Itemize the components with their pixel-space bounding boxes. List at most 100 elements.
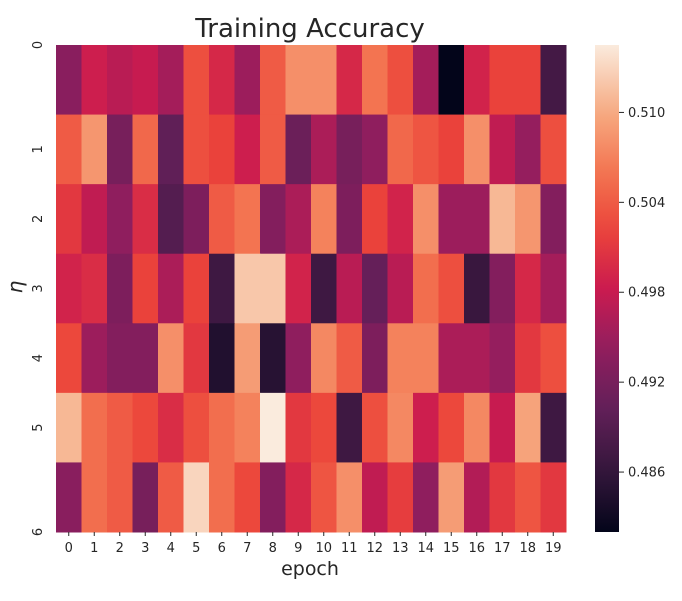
heatmap-cell	[515, 392, 541, 463]
heatmap-cell	[260, 323, 286, 394]
heatmap-cell	[56, 323, 82, 394]
heatmap-cell	[234, 114, 261, 185]
heatmap-cell	[362, 45, 388, 116]
y-axis-label: η	[3, 280, 27, 293]
heatmap-cell	[362, 392, 388, 463]
heatmap-cell	[438, 253, 465, 324]
heatmap-cell	[336, 323, 363, 394]
heatmap-cell	[336, 114, 363, 185]
x-tick-label: 17	[494, 541, 511, 556]
heatmap-cell	[387, 45, 414, 116]
heatmap-cell	[464, 253, 490, 324]
heatmap-cell	[107, 323, 133, 394]
heatmap-cell	[260, 114, 286, 185]
heatmap-cell	[438, 184, 465, 255]
heatmap-cell	[132, 392, 159, 463]
heatmap-cell	[515, 323, 541, 394]
x-tick-label: 9	[294, 541, 302, 556]
heatmap-cell	[362, 462, 388, 533]
heatmap-cell	[183, 323, 210, 394]
heatmap-cell	[540, 114, 567, 185]
heatmap-cell	[387, 184, 414, 255]
heatmap-cell	[387, 462, 414, 533]
heatmap-cell	[56, 114, 82, 185]
colorbar-tick-label: 0.498	[628, 286, 665, 301]
heatmap-cell	[387, 253, 414, 324]
heatmap-cell	[464, 45, 490, 116]
heatmap-cell	[413, 392, 439, 463]
heatmap-cell	[464, 184, 490, 255]
heatmap-cell	[107, 392, 133, 463]
heatmap-cell	[438, 323, 465, 394]
heatmap-cell	[387, 392, 414, 463]
heatmap-cell	[234, 45, 261, 116]
heatmap-cell	[336, 45, 363, 116]
heatmap-cell	[260, 45, 286, 116]
heatmap-cell	[81, 114, 108, 185]
heatmap-cell	[209, 323, 235, 394]
heatmap-cell	[438, 114, 465, 185]
colorbar-tick-label: 0.492	[628, 376, 665, 391]
y-tick-label: 3	[31, 284, 46, 292]
y-tick-label: 1	[31, 145, 46, 153]
x-tick-label: 3	[141, 541, 149, 556]
heatmap-cell	[285, 184, 312, 255]
heatmap-cell	[387, 323, 414, 394]
x-tick-label: 13	[392, 541, 409, 556]
heatmap-cell	[81, 253, 108, 324]
heatmap-cell	[107, 184, 133, 255]
heatmap-cell	[362, 323, 388, 394]
heatmap-cell	[183, 392, 210, 463]
heatmap-cell	[158, 184, 184, 255]
heatmap-cell	[311, 184, 337, 255]
colorbar	[595, 45, 619, 532]
heatmap-cell	[81, 462, 108, 533]
x-tick-label: 6	[218, 541, 226, 556]
heatmap-cell	[515, 114, 541, 185]
heatmap-cell	[362, 184, 388, 255]
heatmap-cell	[311, 323, 337, 394]
heatmap-cell	[464, 323, 490, 394]
x-tick-label: 2	[116, 541, 124, 556]
heatmap-cell	[285, 253, 312, 324]
y-tick-label: 4	[31, 354, 46, 362]
heatmap-cell	[158, 392, 184, 463]
y-tick-label: 6	[31, 528, 46, 536]
x-tick-label: 10	[315, 541, 332, 556]
chart-title: Training Accuracy	[194, 14, 425, 44]
heatmap-cell	[81, 184, 108, 255]
heatmap-cell	[132, 253, 159, 324]
heatmap-cell	[413, 462, 439, 533]
heatmap-cell	[132, 45, 159, 116]
heatmap-cell	[107, 114, 133, 185]
heatmap-cell	[489, 253, 516, 324]
x-tick-label: 16	[468, 541, 485, 556]
heatmap-cell	[209, 392, 235, 463]
heatmap-cell	[234, 392, 261, 463]
heatmap-cell	[311, 392, 337, 463]
x-tick-label: 15	[443, 541, 460, 556]
heatmap-cell	[438, 462, 465, 533]
x-tick-label: 1	[90, 541, 98, 556]
heatmap-cell	[515, 462, 541, 533]
heatmap-cell	[158, 114, 184, 185]
heatmap-cell	[183, 45, 210, 116]
heatmap-cell	[56, 392, 82, 463]
heatmap-cell	[183, 462, 210, 533]
heatmap-cell	[234, 323, 261, 394]
y-tick-labels: 0 1 2 3 4 5 6	[31, 41, 46, 536]
heatmap-cell	[438, 45, 465, 116]
heatmap-cell	[336, 253, 363, 324]
heatmap-cell	[183, 114, 210, 185]
heatmap-cell	[515, 184, 541, 255]
heatmap-cell	[285, 45, 312, 116]
heatmap-cell	[489, 184, 516, 255]
y-tick-label: 2	[31, 215, 46, 223]
heatmap-cell	[413, 184, 439, 255]
heatmap-cell	[56, 253, 82, 324]
heatmap-cell	[413, 253, 439, 324]
heatmap-cell	[81, 45, 108, 116]
heatmap-cell	[260, 462, 286, 533]
heatmap-cell	[158, 253, 184, 324]
heatmap-cell	[413, 45, 439, 116]
